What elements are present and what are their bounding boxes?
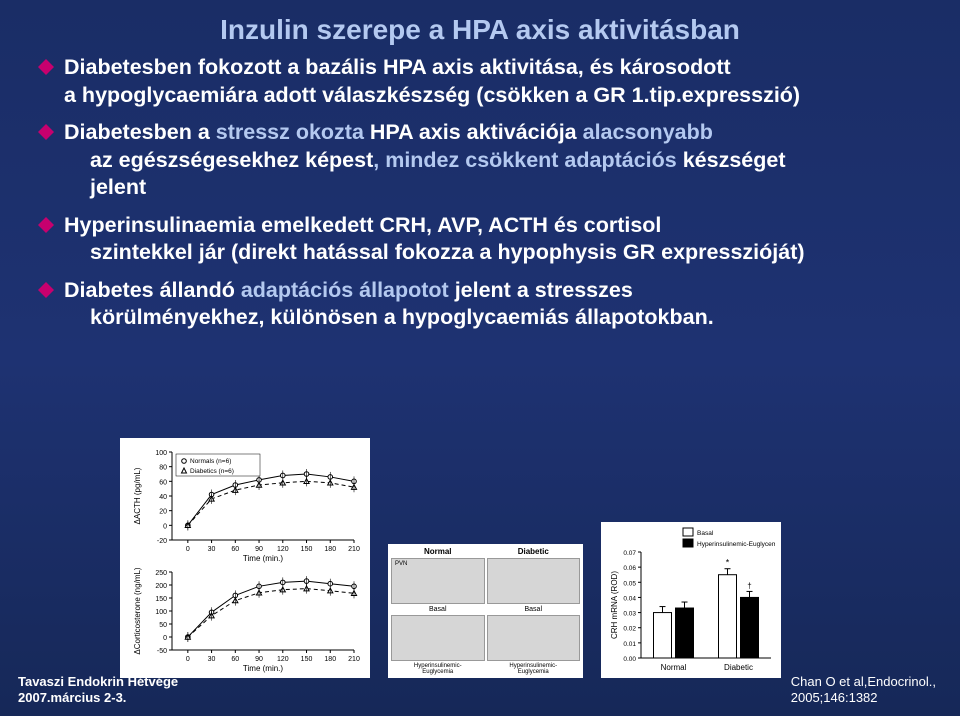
acth-chart: -20 0 20 40 60 80 100 0 30 60 90 120 150 180 210 ΔACTH …	[130, 444, 360, 564]
svg-text:Time (min.): Time (min.)	[243, 664, 283, 673]
micro-cell: PVN	[391, 558, 485, 604]
svg-text:90: 90	[255, 546, 263, 553]
bullet-diamond-icon	[38, 124, 54, 140]
svg-text:ΔACTH (pg/mL): ΔACTH (pg/mL)	[133, 467, 142, 524]
svg-text:0: 0	[163, 523, 167, 530]
corticosterone-chart: -50 0 50 100 150 200 250 0 30 60 90 120 150 180 210 ΔCo…	[130, 564, 360, 674]
svg-text:-50: -50	[157, 648, 167, 655]
svg-text:CRH mRNA (ROD): CRH mRNA (ROD)	[610, 571, 619, 639]
svg-text:†: †	[747, 581, 751, 590]
svg-text:0: 0	[186, 656, 190, 663]
bullet-diamond-icon	[38, 282, 54, 298]
svg-text:80: 80	[159, 465, 167, 472]
line-charts-panel: -20 0 20 40 60 80 100 0 30 60 90 120 150 180 210 ΔACTH …	[120, 438, 370, 678]
svg-text:210: 210	[348, 656, 360, 663]
bullet-text: Hyperinsulinaemia emelkedett CRH, AVP, A…	[64, 212, 805, 267]
svg-text:60: 60	[159, 479, 167, 486]
bullet-text: Diabetesben a stressz okozta HPA axis ak…	[64, 119, 786, 202]
svg-text:120: 120	[277, 656, 289, 663]
svg-text:0.01: 0.01	[623, 641, 636, 648]
svg-text:210: 210	[348, 546, 360, 553]
bullet-diamond-icon	[38, 59, 54, 75]
svg-text:40: 40	[159, 494, 167, 501]
svg-text:Basal: Basal	[697, 530, 714, 537]
svg-text:180: 180	[324, 656, 336, 663]
svg-text:Time (min.): Time (min.)	[243, 554, 283, 563]
micro-col-normal: Normal	[391, 547, 485, 556]
micro-row-label: Basal	[391, 606, 485, 613]
bar-chart-panel: Basal Hyperinsulinemic-Euglycemia 0.00 0.01…	[601, 522, 781, 678]
footer-right-line2: 2005;146:1382	[791, 690, 878, 705]
micro-cell	[391, 615, 485, 661]
svg-text:0: 0	[163, 635, 167, 642]
svg-text:60: 60	[231, 656, 239, 663]
micrograph-panel: Normal Diabetic PVN Basal Basal Hyperins…	[388, 544, 583, 678]
svg-text:50: 50	[159, 622, 167, 629]
footer-left-line2: 2007.március 2-3.	[18, 690, 126, 705]
svg-text:Diabetics (n=6): Diabetics (n=6)	[190, 468, 234, 475]
bullet-diamond-icon	[38, 217, 54, 233]
svg-text:*: *	[726, 558, 730, 568]
bullet-item: Diabetesben a stressz okozta HPA axis ak…	[38, 119, 922, 202]
bullet-text: Diabetesben fokozott a bazális HPA axis …	[64, 54, 800, 109]
svg-text:0.04: 0.04	[623, 595, 636, 602]
svg-text:Hyperinsulinemic-Euglycemia: Hyperinsulinemic-Euglycemia	[697, 541, 775, 548]
footer-right-line1: Chan O et al,Endocrinol.,	[791, 674, 936, 689]
svg-text:0: 0	[186, 546, 190, 553]
svg-text:ΔCorticosterone (ng/mL): ΔCorticosterone (ng/mL)	[133, 567, 142, 654]
bullet-item: Diabetes állandó adaptációs állapotot je…	[38, 277, 922, 332]
svg-text:-20: -20	[157, 538, 167, 545]
micro-row-label: Hyperinsulinemic-Euglycemia	[487, 663, 581, 675]
footer-left-line1: Tavaszi Endokrin Hétvége	[18, 674, 178, 689]
svg-text:Diabetic: Diabetic	[724, 663, 753, 672]
micro-row-label: Basal	[487, 606, 581, 613]
svg-text:30: 30	[208, 656, 216, 663]
svg-text:0.05: 0.05	[623, 580, 636, 587]
bullet-item: Hyperinsulinaemia emelkedett CRH, AVP, A…	[38, 212, 922, 267]
svg-text:30: 30	[208, 546, 216, 553]
micro-col-diabetic: Diabetic	[487, 547, 581, 556]
svg-text:120: 120	[277, 546, 289, 553]
bullet-text: Diabetes állandó adaptációs állapotot je…	[64, 277, 714, 332]
content-area: Diabetesben fokozott a bazális HPA axis …	[0, 48, 960, 332]
svg-text:0.03: 0.03	[623, 611, 636, 618]
bullet-item: Diabetesben fokozott a bazális HPA axis …	[38, 54, 922, 109]
svg-text:180: 180	[324, 546, 336, 553]
figure-row: -20 0 20 40 60 80 100 0 30 60 90 120 150 180 210 ΔACTH …	[120, 438, 781, 678]
svg-text:60: 60	[231, 546, 239, 553]
svg-text:0.07: 0.07	[623, 550, 636, 557]
footer-right: Chan O et al,Endocrinol., 2005;146:1382	[791, 674, 936, 707]
svg-text:150: 150	[155, 596, 167, 603]
svg-text:250: 250	[155, 570, 167, 577]
svg-text:150: 150	[301, 546, 313, 553]
footer-left: Tavaszi Endokrin Hétvége 2007.március 2-…	[18, 674, 178, 707]
micro-cell	[487, 615, 581, 661]
svg-text:Normals (n=6): Normals (n=6)	[190, 458, 231, 465]
svg-text:0.06: 0.06	[623, 565, 636, 572]
svg-text:200: 200	[155, 583, 167, 590]
svg-text:100: 100	[155, 609, 167, 616]
svg-text:150: 150	[301, 656, 313, 663]
svg-text:0.02: 0.02	[623, 626, 636, 633]
micro-row-label: Hyperinsulinemic-Euglycemia	[391, 663, 485, 675]
svg-text:Normal: Normal	[661, 663, 687, 672]
svg-text:100: 100	[155, 450, 167, 457]
crh-bar-chart: Basal Hyperinsulinemic-Euglycemia 0.00 0.01…	[607, 526, 775, 676]
svg-text:20: 20	[159, 509, 167, 516]
svg-text:90: 90	[255, 656, 263, 663]
svg-text:0.00: 0.00	[623, 656, 636, 663]
slide-title: Inzulin szerepe a HPA axis aktivitásban	[0, 0, 960, 48]
micro-cell	[487, 558, 581, 604]
